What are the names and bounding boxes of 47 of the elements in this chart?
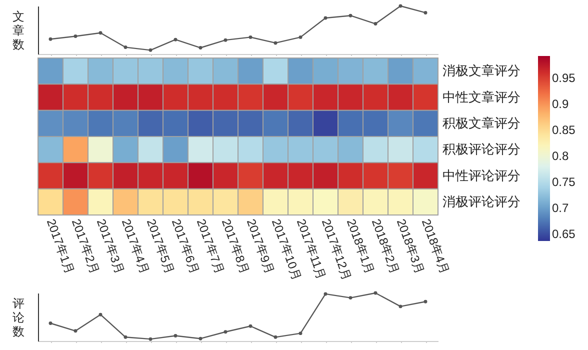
- y-axis-title: 文章数: [12, 10, 24, 52]
- point: [348, 296, 352, 300]
- y-tick-label: 积极文章评分: [442, 115, 520, 130]
- point: [148, 48, 152, 52]
- point: [374, 22, 378, 26]
- point: [198, 46, 202, 50]
- point: [124, 46, 128, 50]
- point: [74, 329, 78, 333]
- y-tick-label: 消极评论评分: [442, 194, 520, 209]
- point: [324, 16, 328, 20]
- color-bar-label: 0.8: [552, 149, 570, 164]
- point: [274, 41, 278, 45]
- color-bar-label: 0.65: [552, 227, 576, 242]
- point: [274, 335, 278, 339]
- point: [424, 10, 428, 14]
- y-tick-label: 消极文章评分: [442, 63, 520, 78]
- y-tick-label: 中性评论评分: [442, 168, 520, 183]
- color-bar-label: 0.9: [552, 96, 570, 111]
- point: [248, 35, 252, 39]
- point: [324, 292, 328, 296]
- point: [98, 31, 102, 35]
- y-tick-label: 积极评论评分: [442, 142, 520, 157]
- color-bar-label: 0.7: [552, 201, 570, 216]
- point: [98, 312, 102, 316]
- point: [298, 35, 302, 39]
- point: [348, 14, 352, 18]
- point: [224, 38, 228, 42]
- point: [174, 38, 178, 42]
- color-bar-label: 0.95: [552, 70, 576, 85]
- color-bar-label: 0.85: [552, 123, 576, 137]
- point: [124, 335, 128, 339]
- point: [398, 304, 402, 308]
- point: [174, 334, 178, 338]
- point: [224, 330, 228, 334]
- point: [398, 4, 402, 8]
- point: [424, 300, 428, 304]
- point: [298, 332, 302, 336]
- y-axis-title: 评论数: [12, 296, 24, 338]
- point: [48, 37, 52, 41]
- color-bar-label: 0.75: [552, 175, 576, 190]
- y-tick-label: 中性文章评分: [442, 89, 520, 104]
- point: [198, 336, 202, 340]
- point: [374, 291, 378, 295]
- point: [74, 34, 78, 38]
- point: [248, 324, 252, 328]
- point: [48, 322, 52, 325]
- point: [148, 337, 152, 341]
